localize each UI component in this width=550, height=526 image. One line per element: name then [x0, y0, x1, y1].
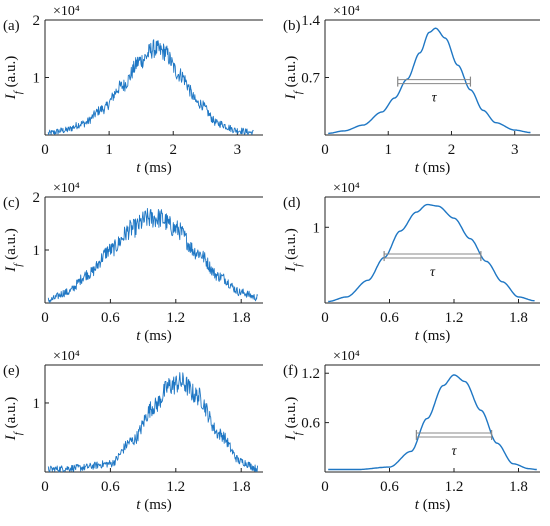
- x-axis-title-e: t (ms): [136, 497, 171, 513]
- panel-label-c: (c): [3, 195, 20, 211]
- x-axis-title-a: t (ms): [136, 160, 171, 176]
- x-tick-label-a: 2: [169, 142, 177, 158]
- x-axis-title-b: t (ms): [415, 160, 450, 176]
- x-tick-label-c: 0.6: [101, 310, 120, 326]
- x-tick-label-e: 0: [41, 479, 49, 495]
- y-axis-title-c: If (a.u.): [3, 228, 24, 272]
- panel-label-d: (d): [283, 195, 301, 211]
- y-tick-label-a: 2: [33, 13, 41, 29]
- y-tick-label-b: 0.7: [301, 71, 320, 87]
- x-tick-label-f: 0.6: [380, 479, 399, 495]
- tau-label-b: τ: [432, 91, 438, 106]
- x-tick-label-b: 0: [321, 142, 329, 158]
- x-tick-label-f: 1.8: [509, 479, 528, 495]
- x-tick-label-d: 1.2: [445, 310, 464, 326]
- x-tick-label-d: 0.6: [380, 310, 399, 326]
- panel-label-e: (e): [3, 363, 20, 379]
- y-tick-label-e: 1: [33, 396, 41, 412]
- x-tick-label-f: 0: [321, 479, 329, 495]
- y-tick-label-c: 2: [33, 190, 41, 206]
- x-tick-label-d: 0: [321, 310, 329, 326]
- x-axis-title-f: t (ms): [415, 497, 450, 513]
- y-multiplier-f: ×10⁴: [333, 349, 360, 364]
- x-tick-label-a: 0: [41, 142, 49, 158]
- panel-label-a: (a): [3, 18, 20, 34]
- data-series-a: [47, 39, 254, 136]
- y-multiplier-c: ×10⁴: [53, 181, 80, 196]
- x-tick-label-c: 1.8: [232, 310, 251, 326]
- y-axis-title-d: If (a.u.): [283, 228, 304, 272]
- y-tick-label-f: 0.6: [301, 416, 320, 432]
- data-series-b: [328, 27, 531, 135]
- panel-label-b: (b): [283, 18, 301, 34]
- y-tick-label-c: 1: [33, 243, 41, 259]
- data-series-e: [47, 372, 258, 473]
- x-tick-label-e: 1.2: [166, 479, 185, 495]
- x-tick-label-e: 0.6: [101, 479, 120, 495]
- x-tick-label-b: 1: [384, 142, 392, 158]
- x-tick-label-e: 1.8: [232, 479, 251, 495]
- data-series-f: [328, 374, 537, 471]
- x-tick-label-f: 1.2: [445, 479, 464, 495]
- data-series-c: [47, 207, 258, 304]
- y-tick-label-a: 1: [33, 71, 41, 87]
- y-axis-title-a: If (a.u.): [3, 56, 24, 100]
- panel-label-f: (f): [283, 363, 298, 379]
- y-tick-label-d: 1: [313, 220, 321, 236]
- tau-label-f: τ: [451, 444, 457, 459]
- x-axis-title-c: t (ms): [136, 328, 171, 344]
- x-tick-label-b: 3: [511, 142, 519, 158]
- y-tick-label-b: 1.4: [301, 13, 320, 29]
- y-axis-title-f: If (a.u.): [283, 397, 304, 441]
- y-axis-title-e: If (a.u.): [3, 397, 24, 441]
- x-tick-label-a: 3: [234, 142, 242, 158]
- x-tick-label-c: 1.2: [166, 310, 185, 326]
- x-axis-title-d: t (ms): [415, 328, 450, 344]
- y-multiplier-d: ×10⁴: [333, 181, 360, 196]
- x-tick-label-b: 2: [448, 142, 456, 158]
- y-multiplier-a: ×10⁴: [53, 4, 80, 19]
- x-tick-label-c: 0: [41, 310, 49, 326]
- y-multiplier-e: ×10⁴: [53, 349, 80, 364]
- x-tick-label-a: 1: [105, 142, 113, 158]
- data-series-d: [328, 203, 535, 303]
- x-tick-label-d: 1.8: [509, 310, 528, 326]
- tau-label-d: τ: [430, 265, 436, 280]
- y-tick-label-f: 1.2: [301, 366, 320, 382]
- y-axis-title-b: If (a.u.): [283, 56, 304, 100]
- y-multiplier-b: ×10⁴: [333, 4, 360, 19]
